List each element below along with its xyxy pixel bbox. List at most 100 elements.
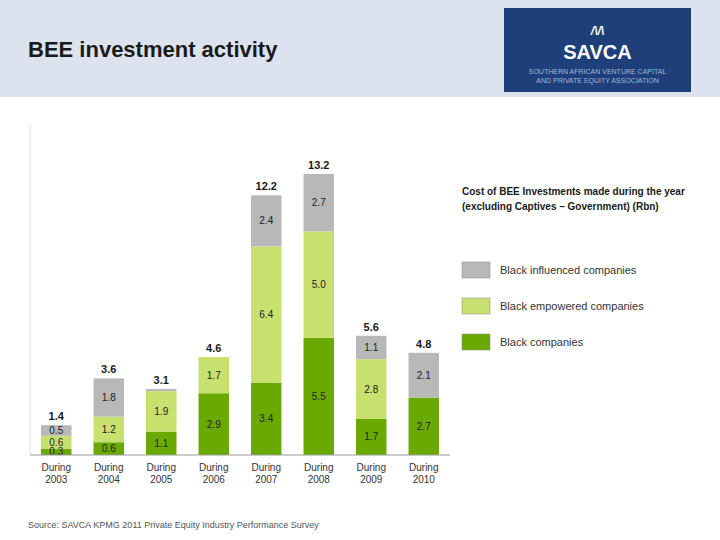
bar-segment xyxy=(199,393,229,455)
x-tick-label: During2008 xyxy=(304,462,333,485)
total-label: 4.6 xyxy=(206,342,221,354)
text-line: 2008 xyxy=(308,474,331,485)
subtitle: Cost of BEE Investments made during the … xyxy=(462,186,685,212)
bar-segment xyxy=(199,357,229,358)
logo-mark: /\/\ xyxy=(590,24,605,38)
text-line: (excluding Captives – Government) (Rbn) xyxy=(462,201,659,212)
text-line: AND PRIVATE EQUITY ASSOCIATION xyxy=(536,77,658,85)
bar-segment xyxy=(251,195,281,246)
logo-name: SAVCA xyxy=(563,41,632,63)
data-label: 1.7 xyxy=(207,370,221,381)
data-label: 1.9 xyxy=(154,406,168,417)
text-line: During xyxy=(304,462,333,473)
data-label: 6.4 xyxy=(259,309,273,320)
background xyxy=(0,0,720,540)
bar-segment xyxy=(146,432,176,455)
bar-segment xyxy=(94,378,124,416)
text-line: 2005 xyxy=(150,474,173,485)
x-tick-label: During2010 xyxy=(409,462,438,485)
text-line: 2004 xyxy=(98,474,121,485)
bar-segment xyxy=(41,436,71,449)
x-tick-label: During2004 xyxy=(94,462,123,485)
logo-box xyxy=(504,8,691,92)
text-line: Cost of BEE Investments made during the … xyxy=(462,186,685,197)
bars xyxy=(41,174,439,455)
text-line: During xyxy=(147,462,176,473)
legend-label: Black influenced companies xyxy=(500,264,637,276)
data-label: 5.5 xyxy=(312,391,326,402)
bar-segment xyxy=(146,389,176,391)
bar-segment xyxy=(356,359,386,419)
text-line: SOUTHERN AFRICAN VENTURE CAPITAL xyxy=(529,68,667,75)
text-line: 2006 xyxy=(203,474,226,485)
data-label: 0.5 xyxy=(49,425,63,436)
data-label: 0.6 xyxy=(49,437,63,448)
header-band xyxy=(0,0,720,97)
text-line: During xyxy=(94,462,123,473)
data-label: 3.4 xyxy=(259,413,273,424)
bar-segment xyxy=(94,442,124,455)
legend-swatch xyxy=(462,262,490,278)
legend-swatch xyxy=(462,298,490,314)
data-label: 1.7 xyxy=(364,431,378,442)
text-line: During xyxy=(357,462,386,473)
text-line: During xyxy=(252,462,281,473)
bar-segment xyxy=(251,383,281,455)
data-label: 2.4 xyxy=(259,215,273,226)
data-label: 2.1 xyxy=(417,370,431,381)
bar-segment xyxy=(409,398,439,455)
data-label: 1.8 xyxy=(102,392,116,403)
title: BEE investment activity xyxy=(28,37,278,62)
legend-label: Black empowered companies xyxy=(500,300,644,312)
total-label: 3.6 xyxy=(101,363,116,375)
data-label: 2.8 xyxy=(364,384,378,395)
x-tick-label: During2009 xyxy=(357,462,386,485)
text-line: 2010 xyxy=(413,474,436,485)
legend-swatch xyxy=(462,334,490,350)
data-label: 0.6 xyxy=(102,443,116,454)
total-label: 5.6 xyxy=(364,321,379,333)
x-tick-label: During2005 xyxy=(147,462,176,485)
bar-segment xyxy=(146,391,176,431)
data-label: 1.1 xyxy=(154,438,168,449)
bar-segment xyxy=(356,419,386,455)
text-line: 2003 xyxy=(45,474,68,485)
data-label: 1.1 xyxy=(364,342,378,353)
data-labels: 0.30.61.12.93.45.51.72.70.61.21.91.76.45… xyxy=(49,197,431,457)
x-tick-label: During2003 xyxy=(42,462,71,485)
data-label: 5.0 xyxy=(312,279,326,290)
x-tick-label: During2006 xyxy=(199,462,228,485)
legend-label: Black companies xyxy=(500,336,584,348)
data-label: 2.7 xyxy=(312,197,326,208)
data-label: 2.9 xyxy=(207,419,221,430)
total-label: 4.8 xyxy=(416,338,431,350)
data-label: 1.2 xyxy=(102,424,116,435)
text-line: During xyxy=(409,462,438,473)
text-line: During xyxy=(199,462,228,473)
bar-segment xyxy=(41,425,71,436)
bar-segment xyxy=(409,353,439,398)
total-label: 3.1 xyxy=(154,374,169,386)
text-line: 2009 xyxy=(360,474,383,485)
data-label: 2.7 xyxy=(417,421,431,432)
bar-segment xyxy=(251,246,281,382)
text-line: During xyxy=(42,462,71,473)
total-label: 13.2 xyxy=(308,159,329,171)
legend: Black influenced companies Black empowere… xyxy=(462,262,644,350)
bar-segment xyxy=(356,336,386,359)
bar-segment xyxy=(199,357,229,393)
data-label: 0.3 xyxy=(49,446,63,457)
y-axis-line xyxy=(30,125,31,455)
bar-segment xyxy=(94,417,124,443)
total-label: 1.4 xyxy=(49,410,65,422)
source: Source: SAVCA KPMG 2011 Private Equity I… xyxy=(28,520,319,530)
x-axis-line xyxy=(30,455,450,456)
bar-segment xyxy=(304,174,334,231)
bar-segment xyxy=(304,231,334,337)
x-tick-label: During2007 xyxy=(252,462,281,485)
total-label: 12.2 xyxy=(256,180,277,192)
logo-full-name: SOUTHERN AFRICAN VENTURE CAPITAL AND PRIV… xyxy=(529,68,667,85)
text-line: 2007 xyxy=(255,474,278,485)
bar-segment xyxy=(304,338,334,455)
chart-svg: BEE investment activity /\/\ SAVCA SOUTHERN… xyxy=(0,0,720,540)
